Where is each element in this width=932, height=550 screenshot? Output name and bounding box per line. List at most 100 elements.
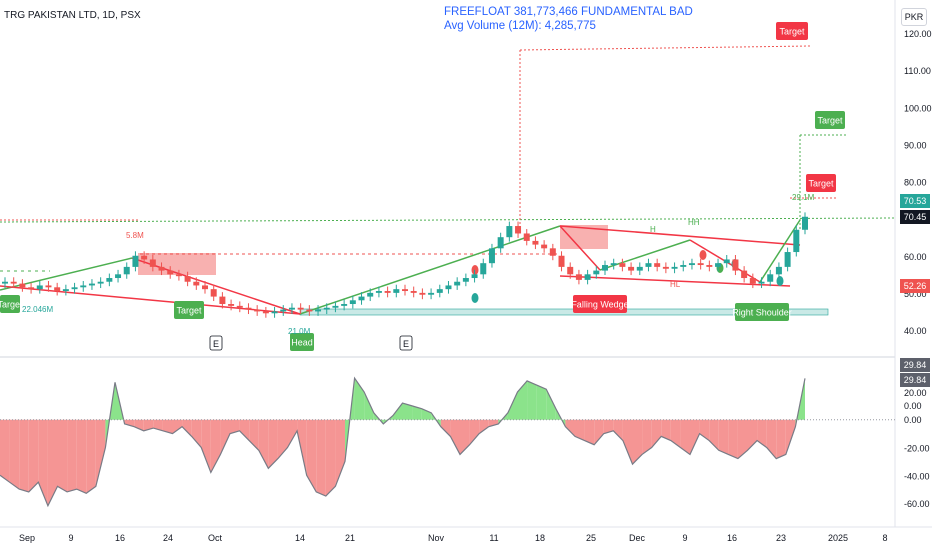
osc-area-segment xyxy=(575,419,585,441)
candle-body xyxy=(541,244,548,249)
candle-body xyxy=(436,289,443,293)
pattern-label-hh: HH xyxy=(688,218,700,227)
osc-area-segment xyxy=(76,419,87,494)
osc-value-text: 0.00 xyxy=(904,401,922,411)
osc-value-text: 29.84 xyxy=(904,375,927,385)
osc-area-segment xyxy=(95,419,106,487)
candle-body xyxy=(123,266,130,275)
osc-area-segment xyxy=(105,382,115,448)
wedge-line xyxy=(559,225,601,271)
y-tick-label: 40.00 xyxy=(904,326,927,336)
candle-body xyxy=(715,263,722,267)
osc-area-segment xyxy=(239,419,250,441)
candle-body xyxy=(732,259,739,271)
osc-area-segment xyxy=(143,419,154,431)
candle-body xyxy=(341,304,348,306)
volume-label: 21.0M xyxy=(288,327,311,336)
osc-area-segment xyxy=(47,419,58,506)
x-tick-label: 18 xyxy=(535,533,545,543)
osc-area-segment xyxy=(536,385,547,420)
candle-body xyxy=(141,255,148,260)
candle-body xyxy=(741,270,748,279)
candle-body xyxy=(654,263,661,267)
osc-area-segment xyxy=(19,419,29,492)
osc-area-segment xyxy=(632,419,643,465)
x-tick-label: Nov xyxy=(428,533,445,543)
osc-area-segment xyxy=(594,419,604,445)
osc-line xyxy=(0,376,806,508)
callout-label: Target xyxy=(808,179,834,189)
candle-body xyxy=(236,305,243,308)
osc-area-segment xyxy=(440,419,451,437)
osc-area-segment xyxy=(67,419,77,492)
osc-y-tick-label: -40.00 xyxy=(904,471,930,481)
freefloat-text: FREEFLOAT 381,773,466 FUNDAMENTAL BAD xyxy=(444,6,693,18)
osc-area-segment xyxy=(28,419,39,492)
candle-body xyxy=(106,278,113,282)
candle-body xyxy=(184,276,191,282)
candle-body xyxy=(167,270,174,275)
osc-area-segment xyxy=(603,419,614,434)
y-tick-label: 100.00 xyxy=(904,103,932,113)
osc-area-segment xyxy=(479,419,489,434)
osc-area-segment xyxy=(134,419,144,431)
callout-label: Right Shoulder xyxy=(732,308,792,318)
callout-label: Head xyxy=(291,338,313,348)
currency-button[interactable]: PKR xyxy=(901,8,927,26)
osc-area-segment xyxy=(651,419,662,448)
candle-body xyxy=(567,266,574,275)
candle-body xyxy=(297,307,304,310)
candle-body xyxy=(228,304,235,306)
x-tick-label: 21 xyxy=(345,533,355,543)
osc-area-segment xyxy=(670,419,681,448)
candle-body xyxy=(784,252,791,267)
supply-zone-box xyxy=(138,253,216,275)
osc-value-box xyxy=(900,358,930,372)
osc-area-segment xyxy=(507,392,518,420)
osc-area-segment xyxy=(622,419,633,465)
candle-body xyxy=(445,285,452,290)
candle-body xyxy=(480,263,487,275)
osc-area-segment xyxy=(584,419,595,445)
osc-area-segment xyxy=(450,419,460,455)
candle-body xyxy=(245,307,252,310)
callout-box xyxy=(290,333,314,351)
osc-area-segment xyxy=(9,419,20,490)
candle-body xyxy=(523,233,530,241)
horizontal-level-line xyxy=(0,217,896,223)
candle-body xyxy=(219,296,226,305)
candle-body xyxy=(280,309,287,312)
candle-body xyxy=(515,226,522,234)
callout-box xyxy=(174,301,204,319)
candle-body xyxy=(375,291,382,293)
osc-area-segment xyxy=(517,380,528,420)
signal-marker xyxy=(471,293,479,303)
avg-volume-text: Avg Volume (12M): 4,285,775 xyxy=(444,20,596,32)
osc-area-segment xyxy=(766,419,777,459)
pattern-line-green xyxy=(299,225,561,315)
osc-area-segment xyxy=(699,419,710,441)
candle-body xyxy=(497,237,504,249)
candle-body xyxy=(775,266,782,275)
candle-body xyxy=(2,281,8,284)
candle-body xyxy=(115,274,122,279)
osc-y-tick-label: -20.00 xyxy=(904,444,930,454)
x-tick-label: 9 xyxy=(682,533,687,543)
candle-body xyxy=(36,285,43,290)
candle-body xyxy=(254,309,261,312)
x-tick-label: 24 xyxy=(163,533,173,543)
pattern-label-hl: HL xyxy=(670,280,681,289)
info-panel: FREEFLOAT 381,773,466 FUNDAMENTAL BAD Av… xyxy=(444,5,693,33)
candle-body xyxy=(610,263,617,266)
symbol-title: TRG PAKISTAN LTD, 1D, PSX xyxy=(4,10,141,21)
osc-area-segment xyxy=(421,408,432,420)
price-label-text: 70.45 xyxy=(904,212,927,222)
osc-value-text: 29.84 xyxy=(904,360,927,370)
osc-area-segment xyxy=(201,419,211,473)
callout-label: Falling Wedge xyxy=(571,300,628,310)
x-tick-label: Oct xyxy=(208,533,223,543)
osc-area-segment xyxy=(124,419,135,427)
candle-body xyxy=(506,226,513,238)
candle-body xyxy=(462,278,469,282)
